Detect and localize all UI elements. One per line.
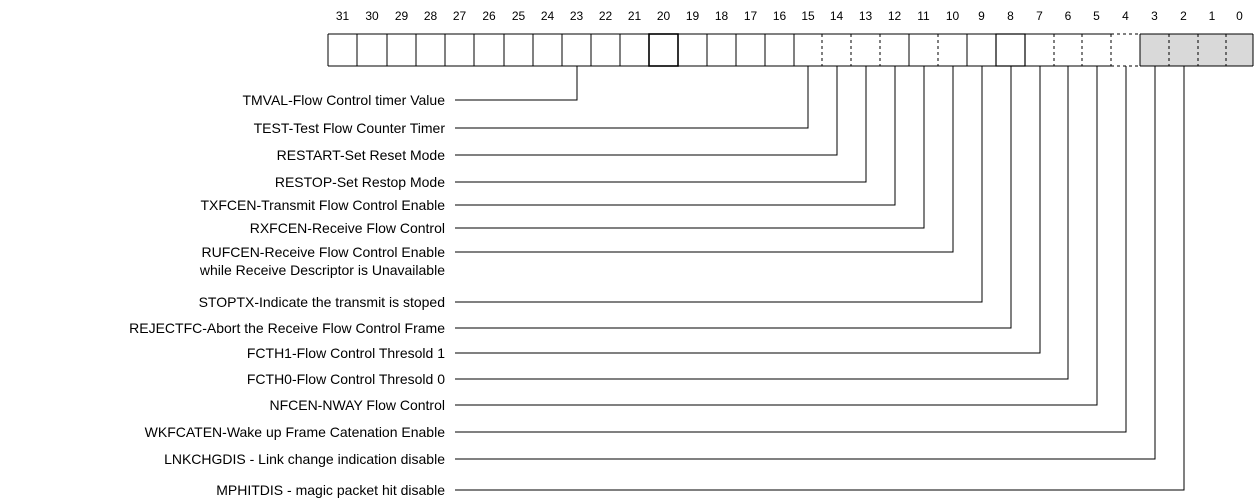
leader-line-bit-5 bbox=[455, 66, 1098, 406]
field-label-bit-10-line-2: while Receive Descriptor is Unavailable bbox=[199, 262, 445, 278]
bit-number-7: 7 bbox=[1036, 9, 1043, 23]
bit-number-17: 17 bbox=[744, 9, 758, 23]
field-label-bit-5: NFCEN-NWAY Flow Control bbox=[269, 397, 445, 413]
leader-line-bit-23 bbox=[455, 66, 578, 101]
bit-number-24: 24 bbox=[541, 9, 555, 23]
bit-number-2: 2 bbox=[1180, 9, 1187, 23]
bit-number-11: 11 bbox=[917, 9, 930, 23]
leader-line-bit-15 bbox=[455, 66, 809, 129]
bit-number-3: 3 bbox=[1151, 9, 1158, 23]
bit-number-23: 23 bbox=[570, 9, 584, 23]
leader-line-bit-2 bbox=[455, 66, 1185, 491]
leader-line-bit-11 bbox=[455, 66, 925, 229]
bit-number-20: 20 bbox=[657, 9, 671, 23]
field-label-bit-7: FCTH1-Flow Control Thresold 1 bbox=[247, 345, 445, 361]
field-label-bit-9: STOPTX-Indicate the transmit is stoped bbox=[199, 294, 445, 310]
bit-number-19: 19 bbox=[686, 9, 700, 23]
field-label-bit-3: LNKCHGDIS - Link change indication disab… bbox=[164, 451, 445, 467]
bit-8-cell bbox=[995, 33, 1026, 67]
bit-number-21: 21 bbox=[628, 9, 642, 23]
bit-number-12: 12 bbox=[888, 9, 902, 23]
reserved-bits-shading bbox=[1140, 34, 1253, 66]
bit-number-row: 31 30 29 28 27 26 25 24 23 22 21 20 19 18 17 16 15 14 13 12… bbox=[336, 9, 1243, 23]
leader-line-bit-8 bbox=[455, 66, 1012, 329]
leader-line-bit-14 bbox=[455, 66, 838, 156]
bit-number-9: 9 bbox=[978, 9, 985, 23]
field-labels: TMVAL-Flow Control timer Value TEST-Test … bbox=[129, 92, 445, 498]
bit-number-5: 5 bbox=[1093, 9, 1100, 23]
bit-number-4: 4 bbox=[1122, 9, 1129, 23]
bit-number-28: 28 bbox=[424, 9, 438, 23]
bit-number-29: 29 bbox=[395, 9, 409, 23]
leader-line-bit-10 bbox=[455, 66, 954, 253]
bit-number-30: 30 bbox=[365, 9, 379, 23]
field-label-bit-13: RESTOP-Set Restop Mode bbox=[275, 174, 445, 190]
field-label-bit-15: TEST-Test Flow Counter Timer bbox=[254, 120, 446, 136]
field-label-bit-10: RUFCEN-Receive Flow Control Enable bbox=[201, 244, 445, 260]
bit-number-22: 22 bbox=[599, 9, 613, 23]
field-label-bit-8: REJECTFC-Abort the Receive Flow Control … bbox=[129, 320, 445, 336]
leader-line-bit-12 bbox=[455, 66, 896, 206]
field-label-bit-11: RXFCEN-Receive Flow Control bbox=[250, 220, 445, 236]
leader-line-bit-4 bbox=[455, 66, 1127, 433]
bit-number-1: 1 bbox=[1209, 9, 1216, 23]
bit-20-cell bbox=[648, 33, 679, 67]
field-leader-lines bbox=[455, 66, 1185, 491]
field-label-bit-2: MPHITDIS - magic packet hit disable bbox=[216, 482, 445, 498]
register-bit-cells bbox=[327, 33, 1254, 67]
bit-number-8: 8 bbox=[1007, 9, 1014, 23]
field-label-bit-12: TXFCEN-Transmit Flow Control Enable bbox=[200, 197, 445, 213]
leader-line-bit-13 bbox=[455, 66, 867, 183]
bit-number-25: 25 bbox=[512, 9, 526, 23]
bit-number-14: 14 bbox=[830, 9, 844, 23]
field-label-bit-6: FCTH0-Flow Control Thresold 0 bbox=[247, 371, 445, 387]
bit-number-16: 16 bbox=[773, 9, 787, 23]
field-label-bit-23: TMVAL-Flow Control timer Value bbox=[242, 92, 445, 108]
bit-number-31: 31 bbox=[336, 9, 350, 23]
bit-number-27: 27 bbox=[453, 9, 467, 23]
bit-number-18: 18 bbox=[715, 9, 729, 23]
bit-number-10: 10 bbox=[946, 9, 960, 23]
bit-number-6: 6 bbox=[1065, 9, 1072, 23]
leader-line-bit-9 bbox=[455, 66, 983, 303]
bit-number-0: 0 bbox=[1236, 9, 1243, 23]
bit-number-26: 26 bbox=[482, 9, 496, 23]
bit-number-13: 13 bbox=[859, 9, 873, 23]
field-label-bit-4: WKFCATEN-Wake up Frame Catenation Enable bbox=[145, 424, 446, 440]
bit-number-15: 15 bbox=[801, 9, 815, 23]
field-label-bit-14: RESTART-Set Reset Mode bbox=[277, 147, 446, 163]
leader-line-bit-7 bbox=[455, 66, 1041, 354]
leader-line-bit-3 bbox=[455, 66, 1156, 460]
leader-line-bit-6 bbox=[455, 66, 1069, 380]
